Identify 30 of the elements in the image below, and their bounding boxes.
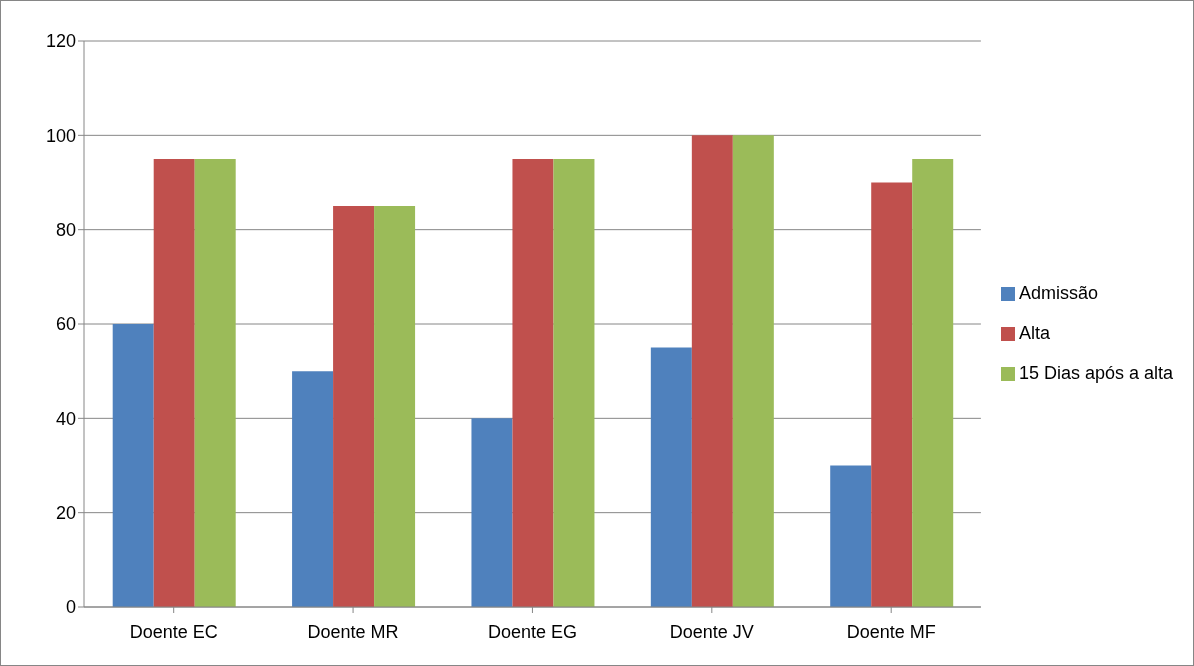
y-tick-label: 60: [55, 314, 76, 335]
x-tick-label: Doente JV: [669, 621, 754, 642]
bar: [830, 465, 872, 607]
bar: [471, 418, 513, 607]
bar: [732, 135, 774, 607]
y-tick-label: 40: [55, 408, 76, 429]
bar: [194, 158, 236, 607]
x-tick-label: Doente EG: [487, 621, 577, 642]
y-tick-label: 100: [45, 125, 76, 146]
legend-label: 15 Dias após a alta: [1018, 363, 1173, 383]
y-tick-label: 120: [45, 31, 76, 52]
bar: [691, 135, 733, 607]
bar: [292, 371, 334, 607]
bar: [912, 158, 954, 607]
y-tick-label: 20: [55, 503, 76, 524]
bar: [374, 206, 416, 607]
x-tick-label: Doente MR: [307, 621, 399, 642]
bar: [153, 158, 195, 607]
y-tick-label: 0: [65, 597, 76, 618]
bar: [650, 347, 692, 607]
bar: [333, 206, 375, 607]
bar: [512, 158, 554, 607]
legend-label: Admissão: [1018, 283, 1098, 303]
x-tick-label: Doente EC: [129, 621, 218, 642]
legend-label: Alta: [1018, 323, 1050, 343]
bar: [871, 182, 913, 607]
y-tick-label: 80: [55, 220, 76, 241]
bar: [112, 324, 154, 607]
bar: [553, 158, 595, 607]
x-tick-label: Doente MF: [846, 621, 936, 642]
